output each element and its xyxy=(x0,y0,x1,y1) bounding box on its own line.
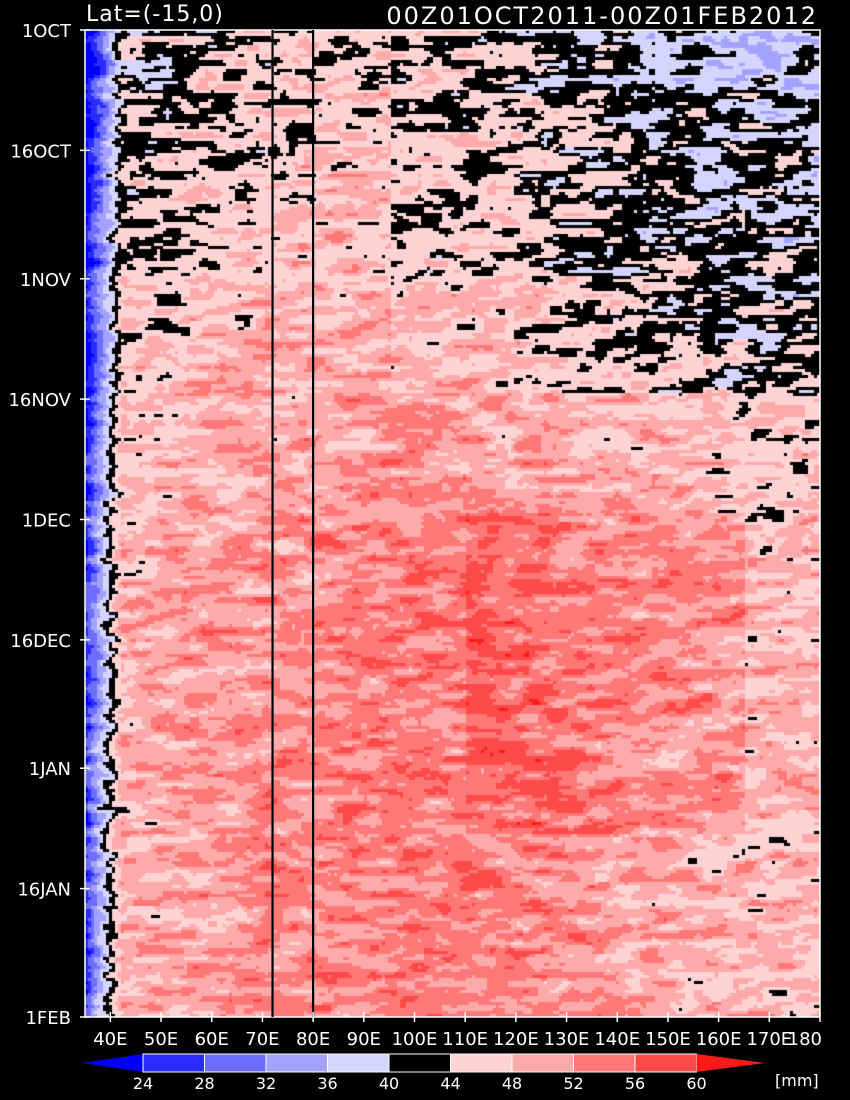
y-tick-label: 1JAN xyxy=(29,759,71,780)
x-tick-label: 150E xyxy=(645,1029,691,1050)
y-tick-label: 1NOV xyxy=(20,270,72,291)
colorbar-level-label: 60 xyxy=(686,1074,706,1093)
title-time-range: 00Z01OCT2011-00Z01FEB2012 xyxy=(386,2,818,30)
colorbar-level-label: 24 xyxy=(133,1074,153,1093)
colorbar-level-label: 48 xyxy=(502,1074,522,1093)
colorbar-level-label: 52 xyxy=(563,1074,583,1093)
x-tick-label: 100E xyxy=(392,1029,438,1050)
y-tick-label: 16JAN xyxy=(17,880,71,901)
y-tick-label: 16DEC xyxy=(10,631,71,652)
field-layer xyxy=(85,30,820,1017)
colorbar-segment xyxy=(142,1053,205,1073)
colorbar-level-label: 32 xyxy=(256,1074,276,1093)
colorbar-segment xyxy=(696,1054,765,1072)
colorbar-level-label: 40 xyxy=(379,1074,399,1093)
field-raster xyxy=(85,30,820,1017)
x-tick-label: 70E xyxy=(245,1029,279,1050)
x-tick-label: 90E xyxy=(347,1029,381,1050)
y-tick-label: 1FEB xyxy=(25,1008,71,1029)
y-axis: 1OCT 16OCT 1NOV 16NOV 1DEC 16DEC 1JAN 16JAN 1FEB xyxy=(8,21,90,1029)
colorbar-segment xyxy=(327,1053,390,1073)
reference-lines xyxy=(271,30,315,1017)
y-tick-label: 16OCT xyxy=(10,141,72,162)
colorbar: 24 28 32 36 40 44 48 52 56 60 [mm] xyxy=(82,1053,819,1093)
colorbar-segment xyxy=(204,1053,267,1073)
x-axis: 40E 50E 60E 70E 80E 90E 100E 110E 120E 130E 140E 15… xyxy=(93,1012,822,1050)
colorbar-level-label: 28 xyxy=(194,1074,214,1093)
y-tick-label: 1DEC xyxy=(22,510,71,531)
x-tick-label: 170E xyxy=(746,1029,792,1050)
colorbar-level-label: 44 xyxy=(440,1074,460,1093)
y-tick-label: 1OCT xyxy=(22,21,72,42)
colorbar-segment xyxy=(265,1053,328,1073)
colorbar-segment xyxy=(511,1053,574,1073)
colorbar-segment xyxy=(634,1053,697,1073)
x-tick-label: 140E xyxy=(594,1029,640,1050)
colorbar-segment xyxy=(450,1053,513,1073)
x-tick-label: 50E xyxy=(144,1029,178,1050)
x-tick-label: 110E xyxy=(442,1029,488,1050)
x-tick-label: 160E xyxy=(696,1029,742,1050)
y-tick-label: 16NOV xyxy=(8,390,71,411)
x-tick-label: 130E xyxy=(544,1029,590,1050)
colorbar-segment xyxy=(388,1053,451,1073)
colorbar-level-label: 36 xyxy=(317,1074,337,1093)
colorbar-segment xyxy=(82,1054,143,1072)
x-tick-label: 180 xyxy=(788,1029,822,1050)
x-tick-label: 80E xyxy=(296,1029,330,1050)
colorbar-units: [mm] xyxy=(775,1071,819,1090)
plot-frame xyxy=(84,29,821,1018)
colorbar-segment xyxy=(573,1053,636,1073)
colorbar-level-label: 56 xyxy=(625,1074,645,1093)
title-lat-range: Lat=(-15,0) xyxy=(86,2,224,27)
x-tick-label: 120E xyxy=(493,1029,539,1050)
x-tick-label: 40E xyxy=(93,1029,127,1050)
x-tick-label: 60E xyxy=(195,1029,229,1050)
